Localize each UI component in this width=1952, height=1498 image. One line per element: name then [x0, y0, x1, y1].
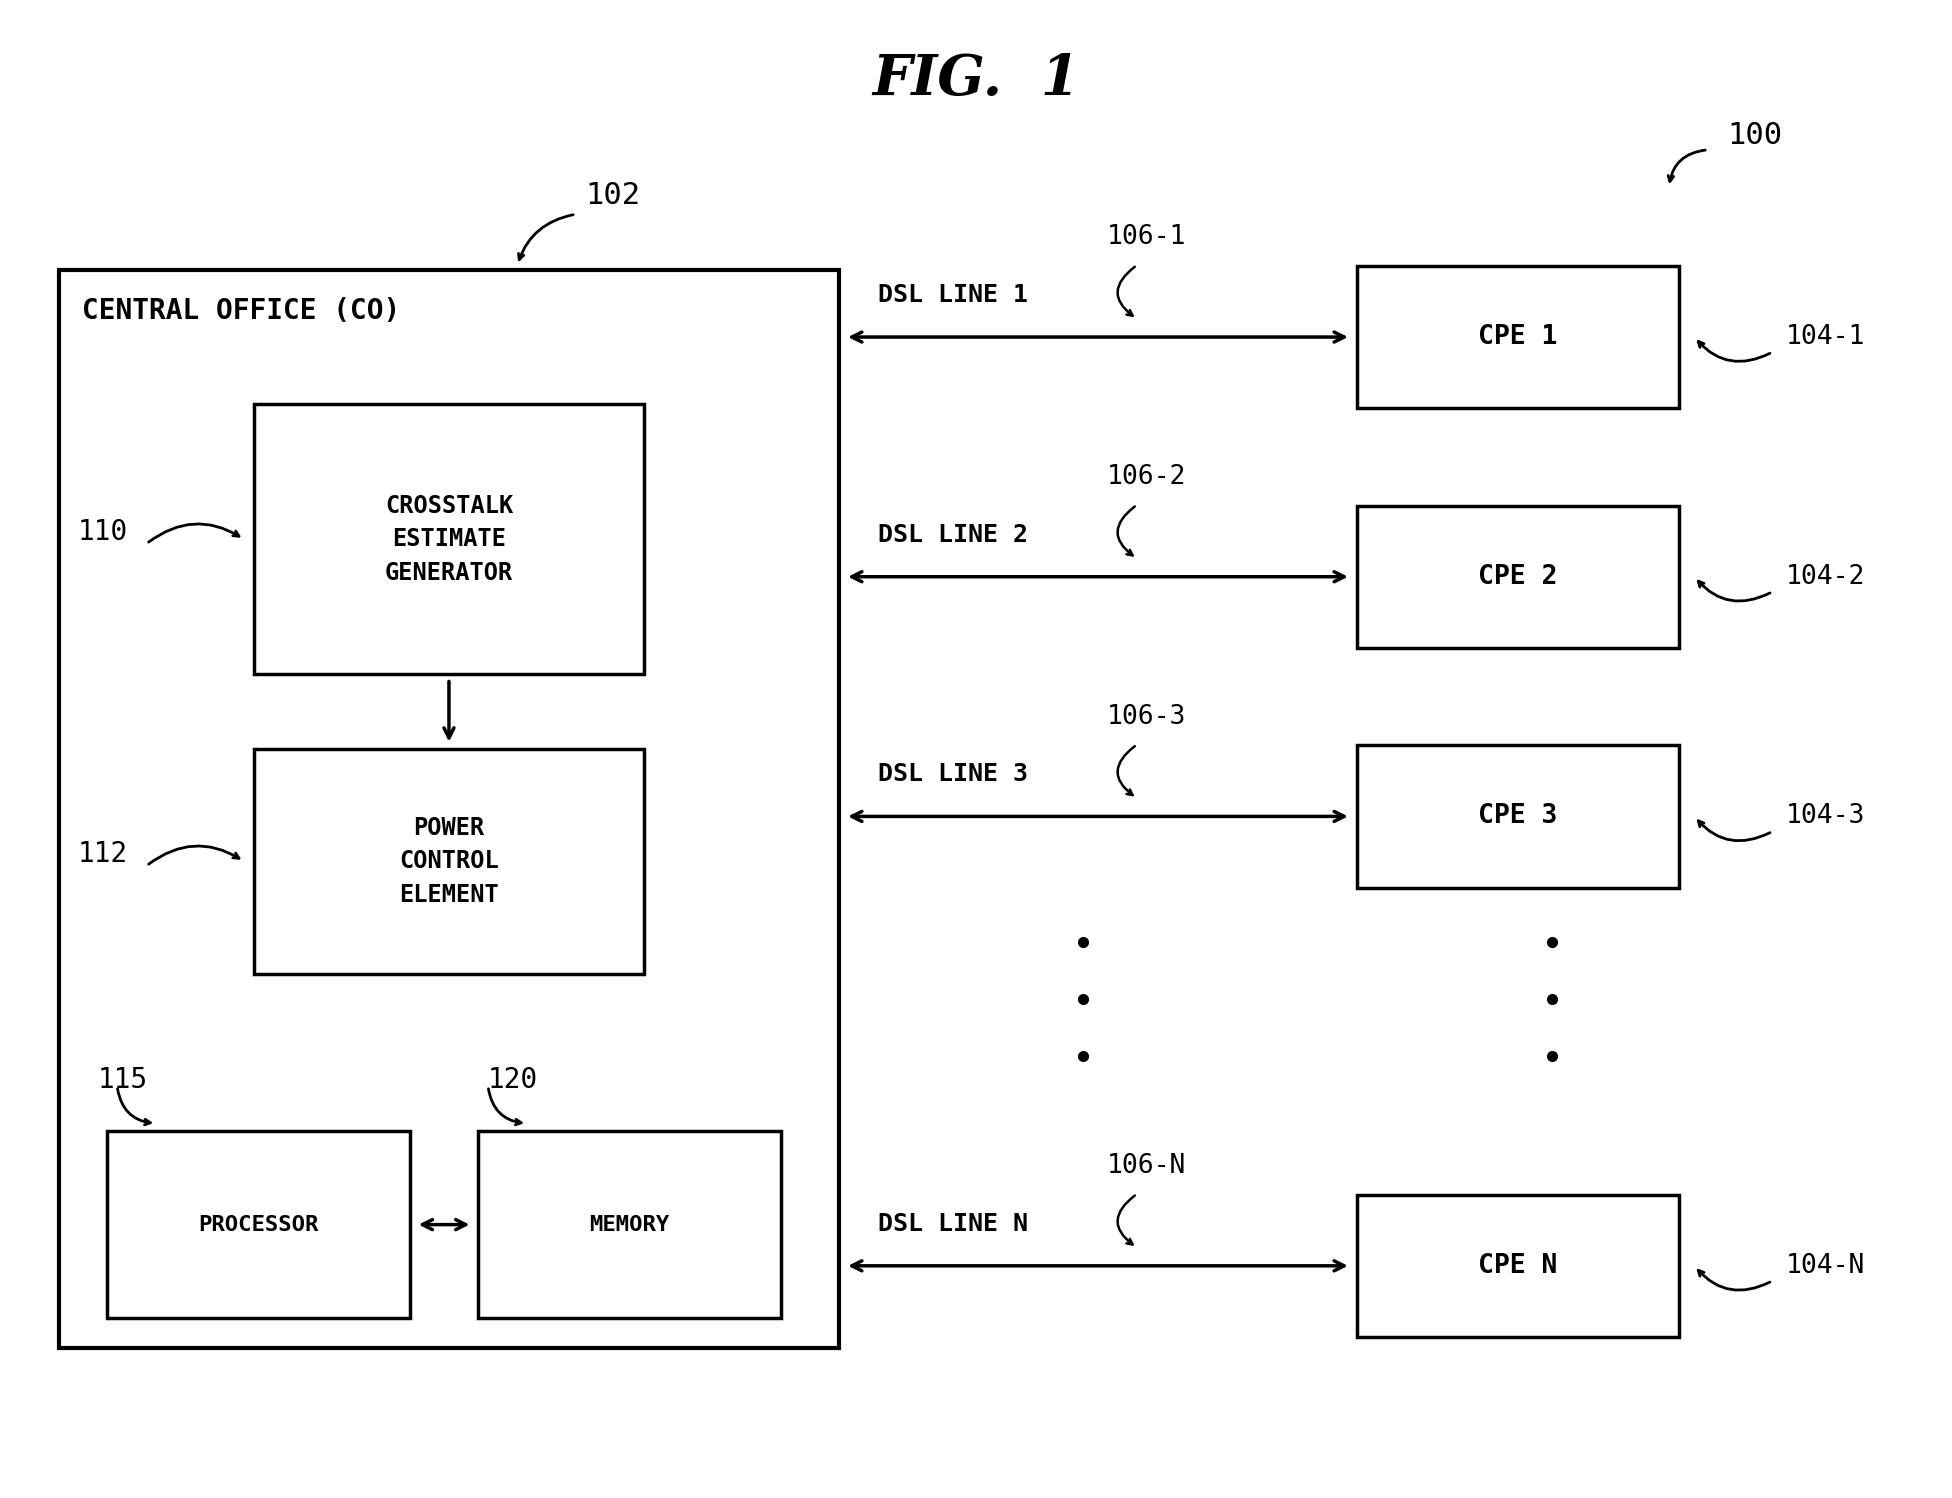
Text: POWER
CONTROL
ELEMENT: POWER CONTROL ELEMENT — [398, 816, 500, 906]
FancyBboxPatch shape — [254, 749, 644, 974]
Text: 112: 112 — [78, 840, 129, 867]
FancyBboxPatch shape — [1357, 1195, 1679, 1336]
Text: MEMORY: MEMORY — [590, 1215, 670, 1234]
Text: 106-N: 106-N — [1107, 1153, 1187, 1179]
Text: CPE N: CPE N — [1478, 1252, 1558, 1279]
Text: CPE 3: CPE 3 — [1478, 803, 1558, 830]
Text: 106-2: 106-2 — [1107, 464, 1187, 490]
Text: 120: 120 — [488, 1065, 539, 1094]
FancyBboxPatch shape — [254, 404, 644, 674]
Text: DSL LINE 1: DSL LINE 1 — [878, 283, 1029, 307]
Text: 102: 102 — [586, 181, 640, 210]
Text: DSL LINE N: DSL LINE N — [878, 1212, 1029, 1236]
Text: 104-N: 104-N — [1786, 1252, 1866, 1279]
Text: 106-1: 106-1 — [1107, 225, 1187, 250]
Text: 104-2: 104-2 — [1786, 563, 1866, 590]
Text: DSL LINE 3: DSL LINE 3 — [878, 762, 1029, 786]
Text: 110: 110 — [78, 518, 129, 545]
Text: 104-1: 104-1 — [1786, 324, 1866, 351]
Text: DSL LINE 2: DSL LINE 2 — [878, 523, 1029, 547]
FancyBboxPatch shape — [107, 1131, 410, 1318]
Text: 104-3: 104-3 — [1786, 803, 1866, 830]
Text: CENTRAL OFFICE (CO): CENTRAL OFFICE (CO) — [82, 297, 400, 325]
Text: FIG.  1: FIG. 1 — [873, 52, 1079, 108]
Text: CROSSTALK
ESTIMATE
GENERATOR: CROSSTALK ESTIMATE GENERATOR — [385, 494, 513, 584]
FancyBboxPatch shape — [59, 270, 839, 1348]
Text: CPE 1: CPE 1 — [1478, 324, 1558, 351]
Text: CPE 2: CPE 2 — [1478, 563, 1558, 590]
Text: 100: 100 — [1728, 121, 1782, 150]
FancyBboxPatch shape — [478, 1131, 781, 1318]
FancyBboxPatch shape — [1357, 267, 1679, 407]
FancyBboxPatch shape — [1357, 506, 1679, 647]
Text: 106-3: 106-3 — [1107, 704, 1187, 730]
Text: 115: 115 — [98, 1065, 148, 1094]
Text: PROCESSOR: PROCESSOR — [199, 1215, 318, 1234]
FancyBboxPatch shape — [1357, 745, 1679, 887]
